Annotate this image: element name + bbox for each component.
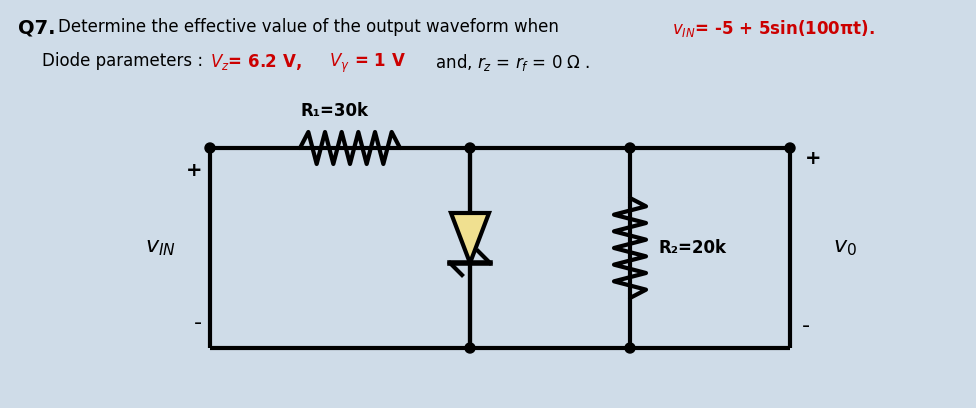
Text: $v_{IN}$= -5 + 5sin(100πt).: $v_{IN}$= -5 + 5sin(100πt). (672, 18, 874, 39)
Text: Q7.: Q7. (18, 18, 56, 37)
Circle shape (465, 343, 475, 353)
Text: $V_\gamma$ = 1 V: $V_\gamma$ = 1 V (318, 52, 406, 75)
Text: +: + (185, 160, 202, 180)
Polygon shape (451, 213, 489, 263)
Text: $V_z$= 6.2 V,: $V_z$= 6.2 V, (210, 52, 302, 72)
Text: $v_0$: $v_0$ (834, 238, 857, 258)
Text: +: + (805, 149, 822, 168)
Text: Determine the effective value of the output waveform when: Determine the effective value of the out… (58, 18, 564, 36)
Circle shape (625, 143, 635, 153)
Text: -: - (194, 313, 202, 333)
Text: and, $r_z$ = $r_f$ = 0 Ω .: and, $r_z$ = $r_f$ = 0 Ω . (430, 52, 590, 73)
Text: R₁=30k: R₁=30k (301, 102, 369, 120)
Circle shape (205, 143, 215, 153)
Text: $v_{IN}$: $v_{IN}$ (144, 238, 176, 258)
Circle shape (785, 143, 795, 153)
Text: R₂=20k: R₂=20k (658, 239, 726, 257)
Text: Diode parameters :: Diode parameters : (42, 52, 208, 70)
Text: -: - (802, 316, 810, 336)
Circle shape (465, 143, 475, 153)
Circle shape (625, 343, 635, 353)
